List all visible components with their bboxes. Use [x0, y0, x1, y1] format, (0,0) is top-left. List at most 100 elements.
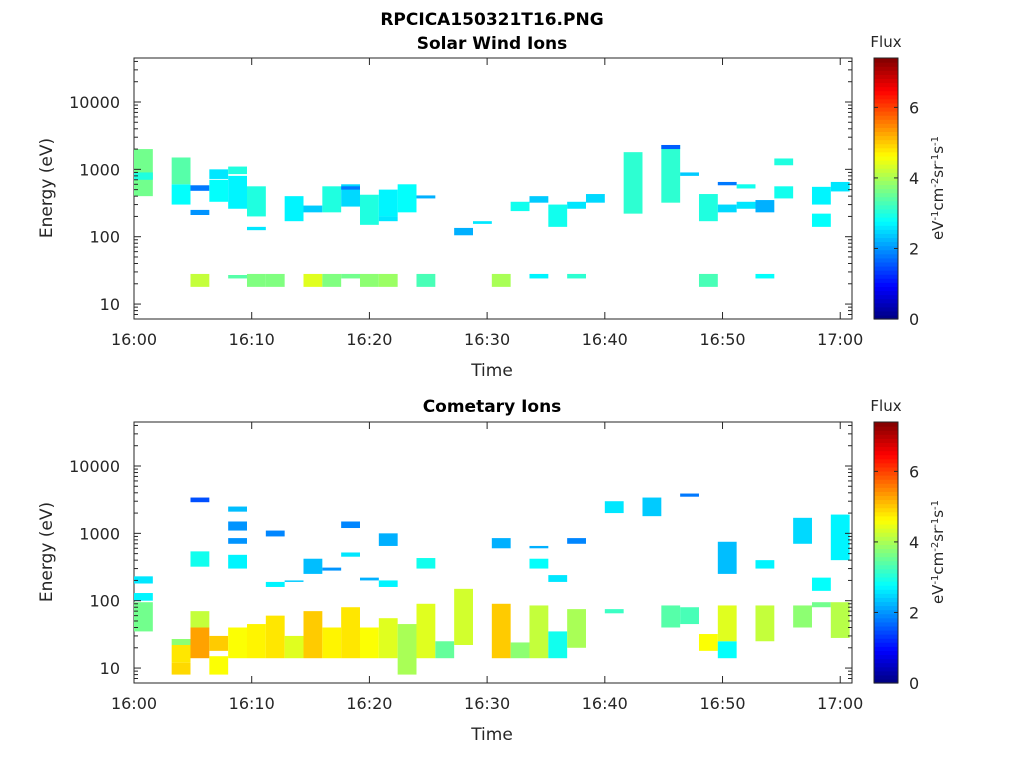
colorbar-swatch	[874, 589, 898, 594]
heatmap-cell	[246, 186, 266, 217]
heatmap-cell	[529, 273, 549, 279]
heatmap-cell	[209, 179, 229, 202]
colorbar-swatch	[874, 90, 898, 96]
colorbar-swatch	[874, 650, 898, 656]
colorbar-swatch	[874, 86, 898, 92]
colorbar-swatch	[874, 192, 898, 198]
colorbar-swatch	[874, 233, 898, 239]
colorbar-tick-label: 4	[909, 533, 919, 552]
heatmap-cell	[661, 144, 681, 150]
heatmap-cell	[378, 533, 398, 546]
colorbar-swatch	[874, 491, 898, 497]
heatmap-cell	[397, 184, 417, 213]
heatmap-cell	[435, 641, 455, 659]
colorbar-swatch	[874, 552, 898, 558]
heatmap-cell	[698, 634, 718, 651]
heatmap-cell	[190, 273, 210, 287]
solar-wind-panel: Solar Wind Ions 16:00 16:10 16:20 16:30 16:4…	[37, 33, 947, 381]
heatmap-cell	[717, 605, 737, 642]
colorbar-swatch	[874, 147, 898, 153]
heatmap-cell	[661, 144, 681, 203]
colorbar-swatch	[874, 487, 898, 492]
heatmap-cell	[134, 593, 153, 601]
colorbar-swatch	[874, 151, 898, 157]
heatmap-cell	[190, 627, 210, 659]
heatmap-cell	[416, 273, 436, 287]
colorbar-swatch	[874, 176, 898, 181]
colorbar-swatch	[874, 642, 898, 647]
x-tick-label: 16:10	[229, 330, 275, 349]
colorbar-swatch	[874, 164, 898, 169]
heatmap-cell	[228, 627, 247, 659]
heatmap-cell	[642, 497, 662, 517]
solar-wind-colorbar-unit: eV-1cm-2sr-1s-1	[929, 136, 947, 240]
colorbar-swatch	[874, 172, 898, 177]
colorbar-swatch	[874, 229, 898, 234]
heatmap-cell	[378, 189, 398, 217]
colorbar-swatch	[874, 581, 898, 586]
colorbar-swatch	[874, 466, 898, 472]
colorbar-swatch	[874, 625, 898, 631]
colorbar-swatch	[874, 111, 898, 116]
colorbar-swatch	[874, 658, 898, 664]
y-tick-label: 1000	[79, 524, 120, 543]
colorbar-swatch	[874, 662, 898, 668]
colorbar-swatch	[874, 576, 898, 582]
heatmap-cell	[811, 577, 831, 591]
x-tick-label: 16:40	[582, 330, 628, 349]
colorbar-swatch	[874, 430, 898, 435]
heatmap-cell	[736, 201, 756, 209]
heatmap-cell	[134, 576, 153, 584]
colorbar-swatch	[874, 646, 898, 651]
colorbar-swatch	[874, 241, 898, 247]
heatmap-cell	[416, 558, 436, 569]
heatmap-cell	[755, 560, 775, 569]
solar-wind-xlabel: Time	[470, 361, 513, 381]
heatmap-cell	[698, 194, 718, 222]
heatmap-cell	[209, 635, 229, 651]
colorbar-swatch	[874, 115, 898, 120]
heatmap-cell	[303, 205, 323, 213]
heatmap-cell	[341, 607, 360, 659]
colorbar-swatch	[874, 638, 898, 643]
heatmap-cell	[793, 605, 812, 628]
heatmap-cell	[623, 152, 643, 214]
cometary-colorbar-title: Flux	[870, 397, 901, 415]
heatmap-cell	[322, 186, 342, 213]
heatmap-cell	[359, 577, 379, 581]
figure-file-title: RPCICA150321T16.PNG	[380, 10, 603, 30]
heatmap-cell	[548, 631, 568, 659]
y-tick-label: 100	[89, 228, 120, 247]
heatmap-cell	[755, 200, 775, 213]
solar-wind-ylabel: Energy (eV)	[37, 138, 57, 238]
colorbar-swatch	[874, 597, 898, 603]
heatmap-cell	[284, 196, 304, 222]
colorbar-swatch	[874, 135, 898, 141]
heatmap-cell	[491, 603, 511, 659]
colorbar-swatch	[874, 629, 898, 635]
y-tick-label: 100	[89, 592, 120, 611]
heatmap-cell	[134, 172, 153, 180]
x-tick-label: 16:40	[582, 694, 628, 713]
colorbar-swatch	[874, 155, 898, 161]
colorbar-swatch	[874, 515, 898, 521]
colorbar-swatch	[874, 544, 898, 550]
colorbar-frame	[873, 57, 899, 320]
colorbar-swatch	[874, 66, 898, 71]
heatmap-cell	[378, 216, 398, 222]
heatmap-cell	[567, 538, 586, 544]
heatmap-cell	[717, 641, 737, 659]
cometary-title: Cometary Ions	[423, 397, 562, 417]
heatmap-cell	[359, 194, 379, 225]
heatmap-cell	[510, 642, 530, 659]
heatmap-cell	[190, 497, 210, 503]
heatmap-cell	[774, 158, 794, 166]
heatmap-cell	[416, 603, 436, 659]
heatmap-cell	[228, 521, 247, 531]
heatmap-cell	[171, 644, 191, 663]
colorbar-swatch	[874, 593, 898, 598]
heatmap-cell	[604, 501, 624, 514]
colorbar-swatch	[874, 225, 898, 230]
colorbar-swatch	[874, 196, 898, 202]
colorbar-swatch	[874, 528, 898, 533]
